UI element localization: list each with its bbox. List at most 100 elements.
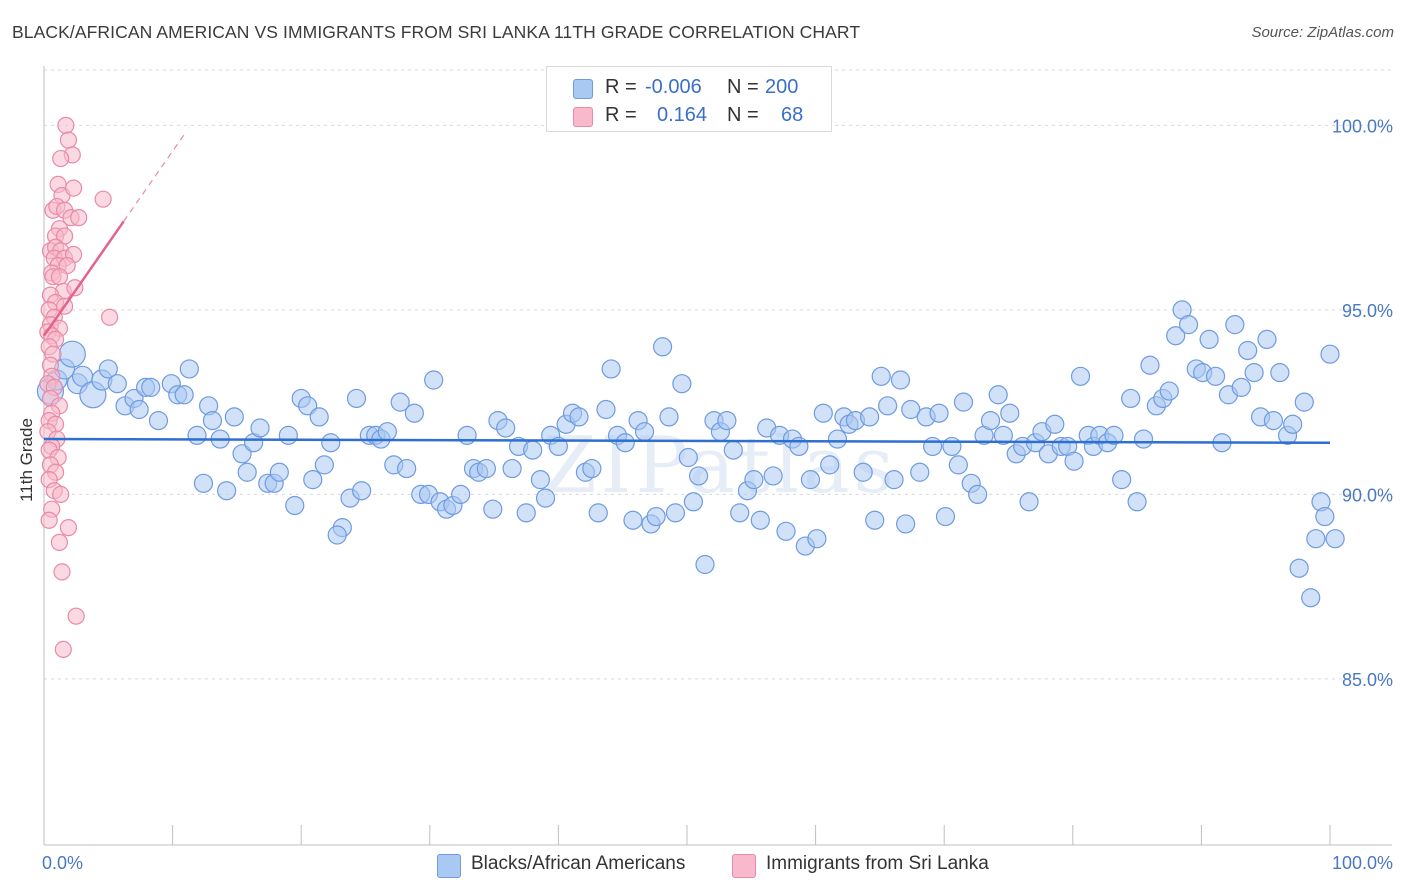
point-blacks bbox=[141, 377, 161, 397]
point-blacks bbox=[596, 399, 616, 420]
point-blacks bbox=[1045, 414, 1065, 434]
point-blacks bbox=[309, 407, 329, 427]
point-blacks bbox=[1166, 326, 1186, 346]
point-blacks bbox=[942, 436, 962, 457]
point-blacks bbox=[1140, 355, 1160, 375]
point-blacks bbox=[807, 529, 827, 549]
point-blacks bbox=[232, 444, 252, 464]
point-blacks bbox=[623, 510, 643, 530]
trend-line-srilanka bbox=[42, 220, 125, 337]
point-blacks bbox=[588, 503, 608, 523]
point-blacks bbox=[615, 433, 635, 453]
point-blacks bbox=[1263, 410, 1284, 431]
point-blacks bbox=[217, 481, 237, 501]
point-blacks bbox=[1112, 470, 1132, 490]
point-blacks bbox=[935, 506, 956, 527]
point-blacks bbox=[988, 385, 1008, 405]
point-blacks bbox=[250, 418, 270, 438]
point-blacks bbox=[1064, 451, 1084, 471]
trend-line-blacks bbox=[43, 437, 1331, 444]
x-tick-label: 0.0% bbox=[42, 853, 83, 873]
point-blacks bbox=[424, 370, 444, 390]
point-blacks bbox=[744, 470, 764, 490]
y-tick-label: 85.0% bbox=[1342, 670, 1393, 690]
legend-label: Immigrants from Sri Lanka bbox=[766, 853, 989, 874]
point-blacks bbox=[910, 462, 930, 482]
point-srilanka bbox=[100, 308, 119, 326]
point-blacks bbox=[1283, 414, 1303, 434]
point-blacks bbox=[688, 466, 709, 486]
legend-swatch-pink bbox=[573, 107, 593, 127]
point-blacks bbox=[582, 458, 602, 479]
point-blacks bbox=[516, 503, 536, 523]
point-blacks bbox=[929, 403, 949, 423]
point-blacks bbox=[390, 392, 410, 412]
r-label: R = bbox=[605, 76, 637, 98]
point-blacks bbox=[1159, 381, 1179, 401]
point-blacks bbox=[601, 359, 621, 379]
point-srilanka bbox=[57, 116, 75, 134]
point-blacks bbox=[1320, 344, 1340, 364]
point-blacks bbox=[1315, 506, 1335, 527]
point-blacks bbox=[269, 462, 289, 482]
point-blacks bbox=[871, 366, 891, 386]
point-blacks bbox=[285, 495, 305, 516]
point-blacks bbox=[980, 410, 1001, 431]
r-value: 0.164 bbox=[657, 104, 708, 126]
point-blacks bbox=[890, 370, 911, 390]
point-blacks bbox=[865, 510, 885, 530]
point-blacks bbox=[202, 410, 223, 431]
point-blacks bbox=[129, 399, 149, 420]
point-blacks bbox=[1225, 315, 1245, 335]
point-blacks bbox=[860, 407, 880, 427]
point-blacks bbox=[496, 418, 516, 438]
point-blacks bbox=[853, 462, 873, 482]
point-blacks bbox=[224, 407, 244, 427]
point-blacks bbox=[569, 407, 589, 427]
point-blacks bbox=[884, 470, 904, 490]
point-blacks bbox=[397, 458, 417, 479]
point-blacks bbox=[1127, 492, 1147, 512]
point-blacks bbox=[451, 484, 471, 505]
point-blacks bbox=[1270, 363, 1290, 383]
point-srilanka bbox=[40, 511, 58, 529]
point-srilanka bbox=[53, 563, 71, 581]
point-blacks bbox=[1244, 363, 1264, 383]
point-blacks bbox=[237, 462, 257, 482]
point-blacks bbox=[278, 425, 298, 445]
point-blacks bbox=[483, 499, 503, 519]
point-blacks bbox=[813, 403, 833, 423]
source-label: Source: ZipAtlas.com bbox=[1251, 24, 1394, 41]
tick-labels: 85.0% 90.0% 95.0% 100.0% 0.0% 100.0% bbox=[42, 116, 1393, 873]
y-tick-label: 95.0% bbox=[1342, 301, 1393, 321]
point-blacks bbox=[652, 337, 673, 357]
x-tick-label: 100.0% bbox=[1332, 853, 1393, 873]
point-blacks bbox=[321, 433, 341, 453]
point-srilanka bbox=[52, 485, 70, 504]
y-tick-label: 100.0% bbox=[1332, 116, 1393, 136]
point-blacks bbox=[723, 440, 743, 460]
point-srilanka bbox=[94, 190, 112, 208]
legend-label: Blacks/African Americans bbox=[471, 853, 686, 874]
point-blacks bbox=[695, 554, 715, 575]
trend-extension-srilanka bbox=[123, 132, 186, 222]
point-blacks bbox=[634, 422, 655, 442]
point-blacks bbox=[1205, 366, 1226, 386]
point-blacks bbox=[968, 484, 988, 505]
y-tick-label: 90.0% bbox=[1342, 485, 1393, 505]
point-blacks bbox=[948, 455, 968, 475]
point-blacks bbox=[1306, 529, 1326, 549]
point-blacks bbox=[1238, 340, 1258, 361]
legend-row-blacks: R = -0.006 N = 200 bbox=[547, 74, 831, 102]
point-blacks bbox=[953, 392, 974, 412]
point-blacks bbox=[1294, 392, 1314, 412]
point-srilanka bbox=[50, 533, 69, 551]
legend-swatch-blue bbox=[573, 79, 593, 99]
point-blacks bbox=[327, 525, 347, 545]
data-points bbox=[36, 116, 1345, 659]
point-blacks bbox=[1104, 425, 1124, 445]
point-blacks bbox=[1289, 558, 1309, 578]
chart-title: BLACK/AFRICAN AMERICAN VS IMMIGRANTS FRO… bbox=[12, 22, 861, 42]
point-blacks bbox=[193, 473, 214, 493]
